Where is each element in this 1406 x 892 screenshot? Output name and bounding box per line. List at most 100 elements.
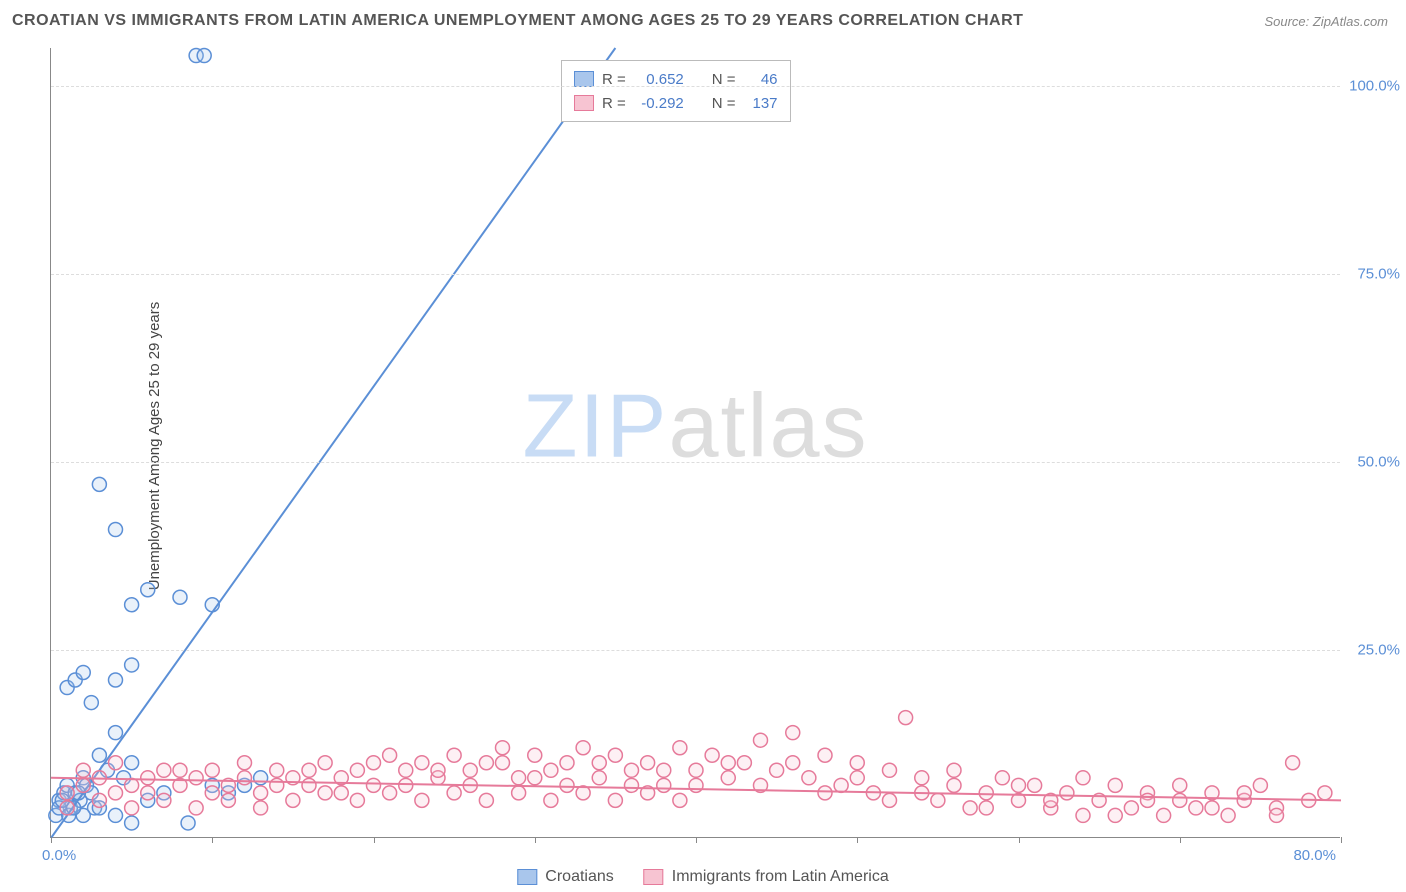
data-point: [496, 756, 510, 770]
data-point: [673, 793, 687, 807]
data-point: [1108, 778, 1122, 792]
data-point: [447, 748, 461, 762]
legend-swatch: [644, 869, 664, 885]
x-tick: [374, 837, 375, 843]
data-point: [915, 771, 929, 785]
data-point: [125, 801, 139, 815]
data-point: [560, 778, 574, 792]
data-point: [657, 763, 671, 777]
data-point: [286, 793, 300, 807]
plot-area: ZIPatlas R =0.652N =46R =-0.292N =137 25…: [50, 48, 1340, 838]
data-point: [737, 756, 751, 770]
data-point: [109, 786, 123, 800]
data-point: [76, 763, 90, 777]
trend-line: [51, 48, 615, 838]
data-point: [141, 771, 155, 785]
data-point: [318, 756, 332, 770]
x-tick: [1341, 837, 1342, 843]
data-point: [302, 763, 316, 777]
bottom-legend: Croatians Immigrants from Latin America: [517, 868, 888, 886]
data-point: [157, 793, 171, 807]
data-point: [1318, 786, 1332, 800]
data-point: [415, 793, 429, 807]
data-point: [883, 793, 897, 807]
data-point: [818, 786, 832, 800]
data-point: [754, 733, 768, 747]
data-point: [125, 756, 139, 770]
x-tick: [535, 837, 536, 843]
chart-title: CROATIAN VS IMMIGRANTS FROM LATIN AMERIC…: [12, 12, 1023, 30]
x-axis-max-label: 80.0%: [1293, 847, 1336, 864]
data-point: [399, 763, 413, 777]
data-point: [270, 763, 284, 777]
data-point: [947, 763, 961, 777]
data-point: [479, 756, 493, 770]
data-point: [92, 477, 106, 491]
data-point: [1012, 778, 1026, 792]
data-point: [463, 763, 477, 777]
data-point: [576, 741, 590, 755]
data-point: [608, 748, 622, 762]
source-attribution: Source: ZipAtlas.com: [1264, 14, 1388, 29]
data-point: [415, 756, 429, 770]
data-point: [157, 763, 171, 777]
legend-row: R =-0.292N =137: [574, 91, 778, 115]
data-point: [721, 756, 735, 770]
data-point: [76, 778, 90, 792]
gridline: [51, 650, 1340, 651]
gridline: [51, 462, 1340, 463]
data-point: [125, 658, 139, 672]
data-point: [1076, 808, 1090, 822]
data-point: [544, 793, 558, 807]
y-tick-label: 100.0%: [1349, 77, 1400, 94]
data-point: [1286, 756, 1300, 770]
data-point: [254, 786, 268, 800]
data-point: [76, 665, 90, 679]
data-point: [528, 748, 542, 762]
y-tick-label: 25.0%: [1357, 641, 1400, 658]
legend-label: Immigrants from Latin America: [672, 868, 889, 886]
data-point: [197, 49, 211, 63]
data-point: [181, 816, 195, 830]
legend-label: Croatians: [545, 868, 613, 886]
data-point: [334, 786, 348, 800]
data-point: [60, 801, 74, 815]
data-point: [995, 771, 1009, 785]
data-point: [1157, 808, 1171, 822]
data-point: [109, 673, 123, 687]
data-point: [544, 763, 558, 777]
data-point: [1173, 793, 1187, 807]
data-point: [673, 741, 687, 755]
data-point: [125, 816, 139, 830]
data-point: [141, 583, 155, 597]
data-point: [592, 756, 606, 770]
data-point: [721, 771, 735, 785]
data-point: [1173, 778, 1187, 792]
data-point: [1221, 808, 1235, 822]
data-point: [592, 771, 606, 785]
data-point: [1205, 801, 1219, 815]
data-point: [92, 793, 106, 807]
y-tick-label: 75.0%: [1357, 265, 1400, 282]
data-point: [125, 598, 139, 612]
data-point: [1060, 786, 1074, 800]
data-point: [705, 748, 719, 762]
data-point: [254, 771, 268, 785]
data-point: [238, 771, 252, 785]
data-point: [447, 786, 461, 800]
gridline: [51, 274, 1340, 275]
data-point: [173, 763, 187, 777]
data-point: [383, 748, 397, 762]
data-point: [802, 771, 816, 785]
data-point: [963, 801, 977, 815]
data-point: [1076, 771, 1090, 785]
data-point: [318, 786, 332, 800]
data-point: [528, 771, 542, 785]
data-point: [1189, 801, 1203, 815]
data-point: [479, 793, 493, 807]
data-point: [383, 786, 397, 800]
bottom-legend-item: Immigrants from Latin America: [644, 868, 889, 886]
data-point: [84, 696, 98, 710]
data-point: [1253, 778, 1267, 792]
data-point: [254, 801, 268, 815]
